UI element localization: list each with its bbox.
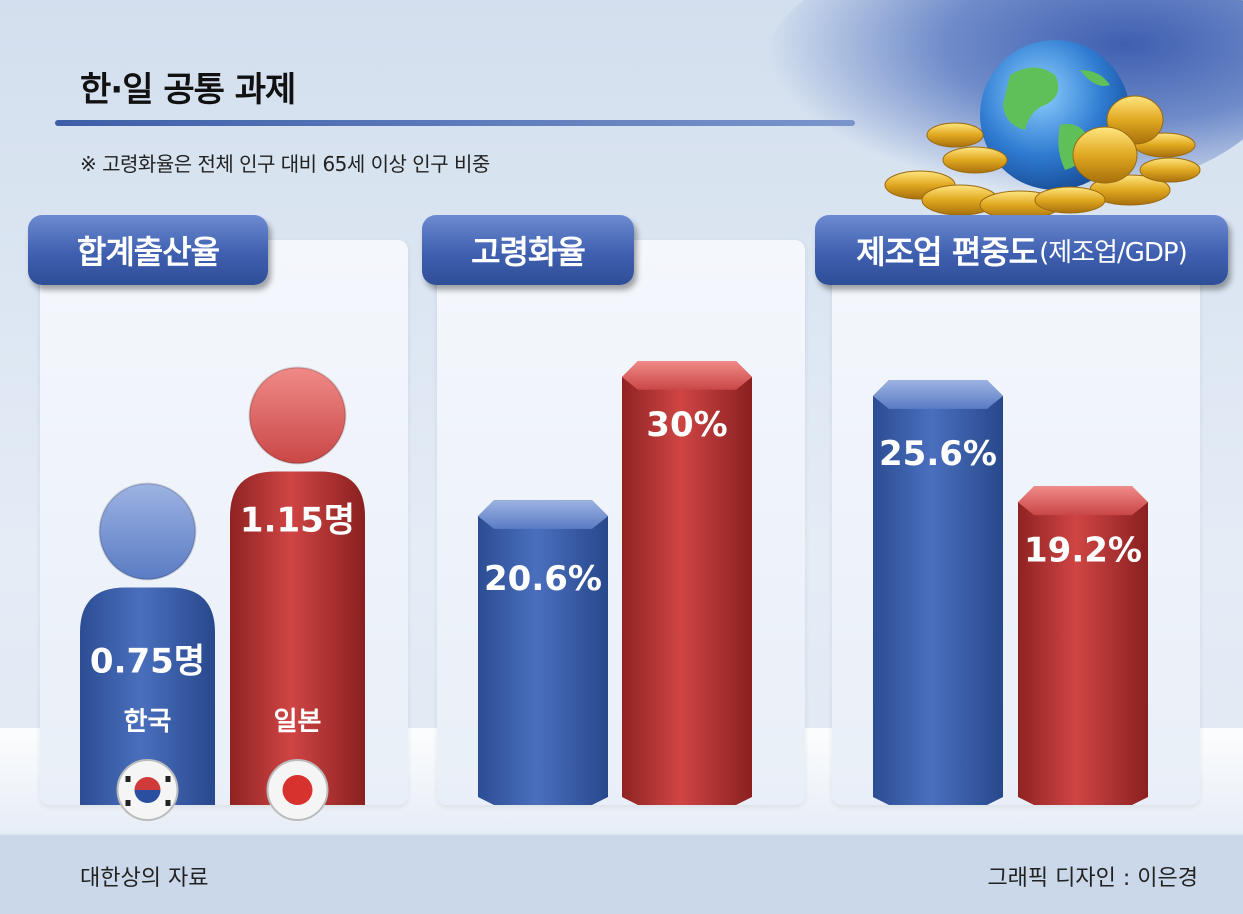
value-label-aging-japan: 30% (646, 405, 727, 445)
japan-flag-sun (282, 775, 313, 805)
korea-flag-trigram-0 (125, 776, 131, 782)
aging-title: 고령화율 (471, 233, 586, 271)
korea-flag-trigram-3 (165, 800, 171, 806)
bar-manufacturing-korea-cap (873, 380, 1003, 409)
category-label-japan: 일본 (274, 707, 322, 737)
bar-aging-japan (622, 361, 752, 805)
tab-fertility: 합계출산율 (28, 215, 268, 285)
fertility-title: 합계출산율 (76, 233, 220, 271)
value-label-fertility-japan: 1.15명 (240, 501, 355, 541)
category-label-korea: 한국 (124, 707, 172, 737)
credit-label: 그래픽 디자인 : 이은경 (987, 866, 1198, 891)
footnote: ※ 고령화율은 전체 인구 대비 65세 이상 인구 비중 (80, 152, 490, 176)
korea-flag-taegeuk-red (134, 777, 161, 790)
manufacturing-title: 제조업 편중도 (856, 233, 1038, 271)
value-label-manufacturing-japan: 19.2% (1024, 530, 1142, 570)
value-label-fertility-korea: 0.75명 (90, 642, 205, 682)
person-head-korea (98, 482, 197, 581)
bar-manufacturing-japan-cap (1018, 486, 1148, 516)
value-label-manufacturing-korea: 25.6% (879, 434, 997, 474)
manufacturing-title-note: (제조업/GDP) (1039, 237, 1188, 268)
globe-coins-icon (884, 40, 1201, 220)
bar-fertility-japan (230, 471, 365, 805)
bar-aging-korea-cap (478, 500, 608, 529)
bar-aging-korea (478, 500, 608, 805)
korea-flag-trigram-1 (165, 776, 171, 782)
title-divider (55, 120, 855, 126)
tab-manufacturing: 제조업 편중도 (제조업/GDP) (815, 215, 1228, 285)
bar-aging-japan-cap (622, 361, 752, 390)
source-label: 대한상의 자료 (80, 866, 209, 891)
page-title: 한·일 공통 과제 (80, 70, 296, 110)
footer-bar (0, 835, 1243, 914)
korea-flag-taegeuk-blue (134, 790, 161, 804)
bar-manufacturing-korea (873, 380, 1003, 805)
bar-fertility-korea (80, 587, 215, 805)
value-label-aging-korea: 20.6% (484, 559, 602, 599)
bar-manufacturing-japan (1018, 486, 1148, 805)
person-head-japan (248, 366, 347, 465)
korea-flag-trigram-2 (125, 800, 131, 806)
tab-aging: 고령화율 (422, 215, 634, 285)
